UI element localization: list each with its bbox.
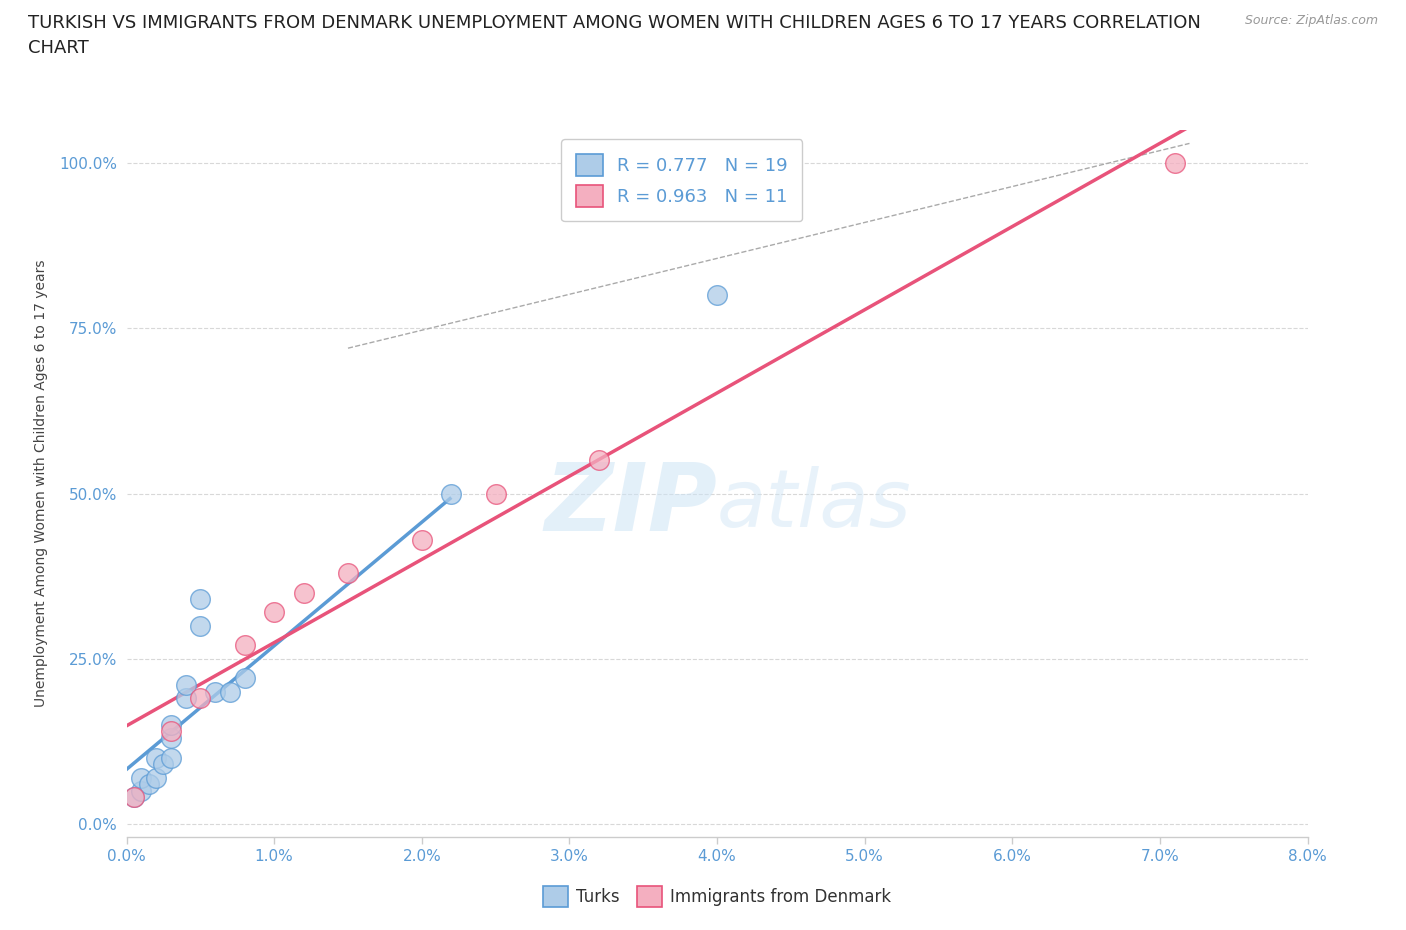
Point: [129, 783, 153, 798]
Text: CHART: CHART: [28, 39, 89, 57]
Point: [411, 532, 433, 547]
Point: [204, 684, 226, 699]
Legend: Turks, Immigrants from Denmark: Turks, Immigrants from Denmark: [536, 880, 898, 913]
Point: [160, 751, 183, 765]
Point: [145, 751, 167, 765]
Point: [122, 790, 145, 804]
Point: [292, 585, 315, 600]
Point: [588, 453, 610, 468]
Point: [233, 671, 256, 686]
Point: [219, 684, 242, 699]
Point: [188, 618, 211, 633]
Point: [263, 605, 285, 620]
Point: [129, 770, 153, 785]
Y-axis label: Unemployment Among Women with Children Ages 6 to 17 years: Unemployment Among Women with Children A…: [34, 259, 48, 708]
Point: [145, 770, 167, 785]
Point: [174, 678, 197, 693]
Text: TURKISH VS IMMIGRANTS FROM DENMARK UNEMPLOYMENT AMONG WOMEN WITH CHILDREN AGES 6: TURKISH VS IMMIGRANTS FROM DENMARK UNEMP…: [28, 14, 1201, 32]
Text: ZIP: ZIP: [544, 458, 717, 551]
Point: [160, 730, 183, 745]
Point: [233, 638, 256, 653]
Point: [1164, 156, 1187, 171]
Point: [484, 486, 508, 501]
Text: atlas: atlas: [717, 466, 912, 544]
Point: [188, 691, 211, 706]
Point: [160, 724, 183, 738]
Point: [337, 565, 360, 580]
Text: Source: ZipAtlas.com: Source: ZipAtlas.com: [1244, 14, 1378, 27]
Point: [160, 717, 183, 732]
Point: [174, 691, 197, 706]
Point: [122, 790, 145, 804]
Point: [152, 757, 174, 772]
Point: [188, 591, 211, 606]
Point: [138, 777, 160, 791]
Point: [706, 288, 728, 303]
Point: [440, 486, 463, 501]
